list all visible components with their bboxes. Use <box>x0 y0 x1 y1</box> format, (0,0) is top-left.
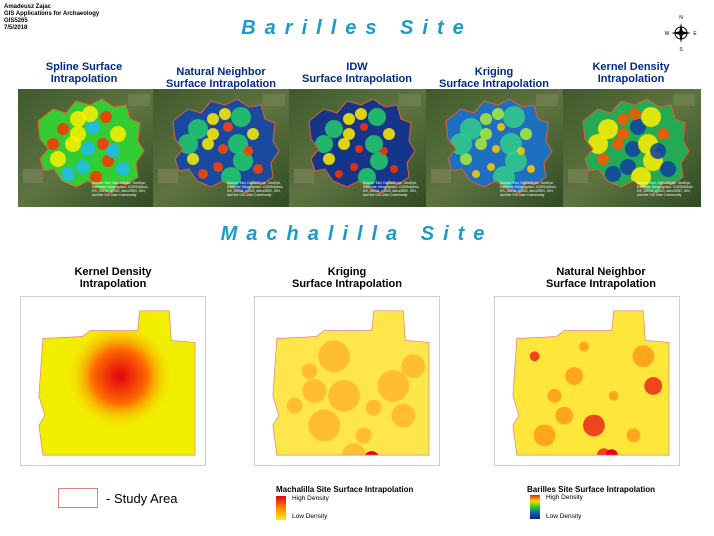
basemap-credit: Source: Esri, DigitalGlobe, GeoEye, Eart… <box>500 181 556 197</box>
compass-rose-icon: N E S W <box>665 15 698 53</box>
author-block: Amadeusz Zajac GIS Applications for Arch… <box>4 4 99 32</box>
machalilla-legend-high: High Density <box>292 495 329 502</box>
machalilla-legend-title: Machalilla Site Surface Intrapolation <box>276 485 414 494</box>
study-area-label: - Study Area <box>106 491 178 506</box>
north-arrow: N E S W <box>664 12 698 53</box>
machalilla-legend-ramp <box>276 496 286 520</box>
barilles-title: Barilles Site <box>241 17 473 39</box>
barilles-legend-title: Barilles Site Surface Intrapolation <box>527 485 656 494</box>
basemap-credit: Source: Esri, DigitalGlobe, GeoEye, Eart… <box>637 181 693 197</box>
barilles-label-kriging: Kriging Surface Intrapolation <box>438 66 550 90</box>
barilles-map-spline: Source: Esri, DigitalGlobe, GeoEye, Eart… <box>18 89 156 207</box>
barilles-legend-high: High Density <box>546 494 583 501</box>
machalilla-title: Machalilla Site <box>220 223 494 245</box>
east-label: E <box>693 31 697 37</box>
north-label: N <box>679 15 683 21</box>
basemap-credit: Source: Esri, DigitalGlobe, GeoEye, Eart… <box>92 181 148 197</box>
author-date: 7/5/2018 <box>4 25 28 31</box>
study-area-swatch <box>58 488 98 508</box>
barilles-map-idw: Source: Esri, DigitalGlobe, GeoEye, Eart… <box>289 89 427 207</box>
machalilla-label-kriging: Kriging Surface Intrapolation <box>291 266 403 290</box>
machalilla-map-kernel-density <box>20 296 206 466</box>
author-name: Amadeusz Zajac <box>4 4 52 10</box>
barilles-map-natural-neighbor: Source: Esri, DigitalGlobe, GeoEye, Eart… <box>153 89 291 207</box>
barilles-label-kernel-density: Kernel Density Intrapolation <box>592 61 670 85</box>
author-course: GIS Applications for Archaeology <box>4 11 100 17</box>
barilles-label-natural-neighbor: Natural Neighbor Surface Intrapolation <box>165 66 277 90</box>
author-code: GIS5265 <box>4 18 28 24</box>
basemap-credit: Source: Esri, DigitalGlobe, GeoEye, Eart… <box>363 181 419 197</box>
machalilla-map-natural-neighbor <box>494 296 680 466</box>
basemap-credit: Source: Esri, DigitalGlobe, GeoEye, Eart… <box>227 181 283 197</box>
barilles-label-spline: Spline Surface Intrapolation <box>45 61 123 85</box>
barilles-legend-low: Low Density <box>546 513 582 520</box>
south-label: S <box>679 47 683 52</box>
machalilla-label-natural-neighbor: Natural Neighbor Surface Intrapolation <box>545 266 657 290</box>
barilles-label-idw: IDW Surface Intrapolation <box>301 61 413 85</box>
machalilla-map-kriging <box>254 296 440 466</box>
barilles-legend-ramp <box>530 495 540 519</box>
barilles-map-kriging: Source: Esri, DigitalGlobe, GeoEye, Eart… <box>426 89 564 207</box>
machalilla-label-kernel-density: Kernel Density Intrapolation <box>74 266 152 290</box>
west-label: W <box>665 31 670 37</box>
machalilla-legend-low: Low Density <box>292 513 328 520</box>
barilles-map-kernel-density: Source: Esri, DigitalGlobe, GeoEye, Eart… <box>563 89 701 207</box>
